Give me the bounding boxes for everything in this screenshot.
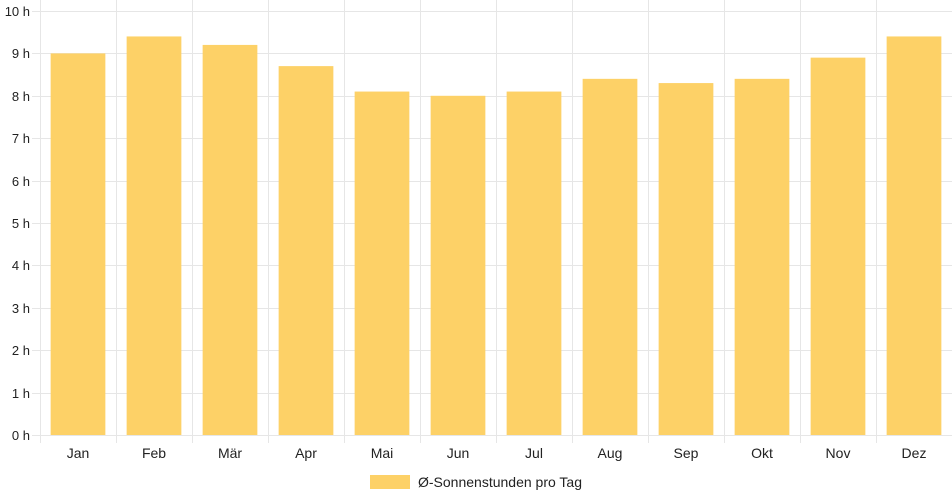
x-tick-label: Okt bbox=[751, 445, 773, 461]
y-tick-label: 3 h bbox=[12, 301, 30, 316]
legend-label: Ø-Sonnenstunden pro Tag bbox=[418, 474, 582, 490]
y-tick-label: 7 h bbox=[12, 131, 30, 146]
bar-jul bbox=[506, 91, 562, 435]
y-tick-label: 10 h bbox=[5, 4, 30, 19]
grid-lines bbox=[32, 0, 952, 443]
x-tick-label: Jan bbox=[67, 445, 90, 461]
x-tick-label: Nov bbox=[826, 445, 851, 461]
x-tick-label: Sep bbox=[674, 445, 699, 461]
bar-jun bbox=[430, 95, 486, 436]
x-tick-label: Jun bbox=[447, 445, 470, 461]
x-tick-label: Mai bbox=[371, 445, 394, 461]
bar-aug bbox=[582, 78, 638, 435]
x-tick-label: Aug bbox=[598, 445, 623, 461]
y-tick-label: 4 h bbox=[12, 258, 30, 273]
bars bbox=[50, 36, 942, 436]
y-tick-label: 1 h bbox=[12, 386, 30, 401]
bar-nov bbox=[810, 57, 866, 435]
bar-sep bbox=[658, 83, 714, 435]
x-tick-label: Dez bbox=[902, 445, 927, 461]
legend-swatch bbox=[370, 475, 410, 489]
y-tick-label: 2 h bbox=[12, 343, 30, 358]
bar-feb bbox=[126, 36, 182, 435]
x-axis-ticks: Jan Feb Mär Apr Mai Jun Jul Aug Sep Okt Nov Dez bbox=[67, 445, 927, 461]
y-tick-label: 9 h bbox=[12, 46, 30, 61]
bar-dez bbox=[886, 36, 942, 435]
x-tick-label: Apr bbox=[295, 445, 317, 461]
legend[interactable]: Ø-Sonnenstunden pro Tag bbox=[370, 472, 582, 492]
bar-apr bbox=[278, 66, 334, 436]
bar-mär bbox=[202, 44, 258, 436]
bar-okt bbox=[734, 78, 790, 435]
x-tick-label: Feb bbox=[142, 445, 166, 461]
bar-mai bbox=[354, 91, 410, 435]
x-tick-label: Mär bbox=[218, 445, 242, 461]
y-tick-label: 0 h bbox=[12, 428, 30, 443]
y-axis-ticks: 0 h 1 h 2 h 3 h 4 h 5 h 6 h 7 h 8 h 9 h 10 h bbox=[5, 4, 30, 443]
x-tick-label: Jul bbox=[525, 445, 543, 461]
y-tick-label: 5 h bbox=[12, 216, 30, 231]
y-tick-label: 6 h bbox=[12, 174, 30, 189]
bar-jan bbox=[50, 53, 106, 436]
y-tick-label: 8 h bbox=[12, 89, 30, 104]
